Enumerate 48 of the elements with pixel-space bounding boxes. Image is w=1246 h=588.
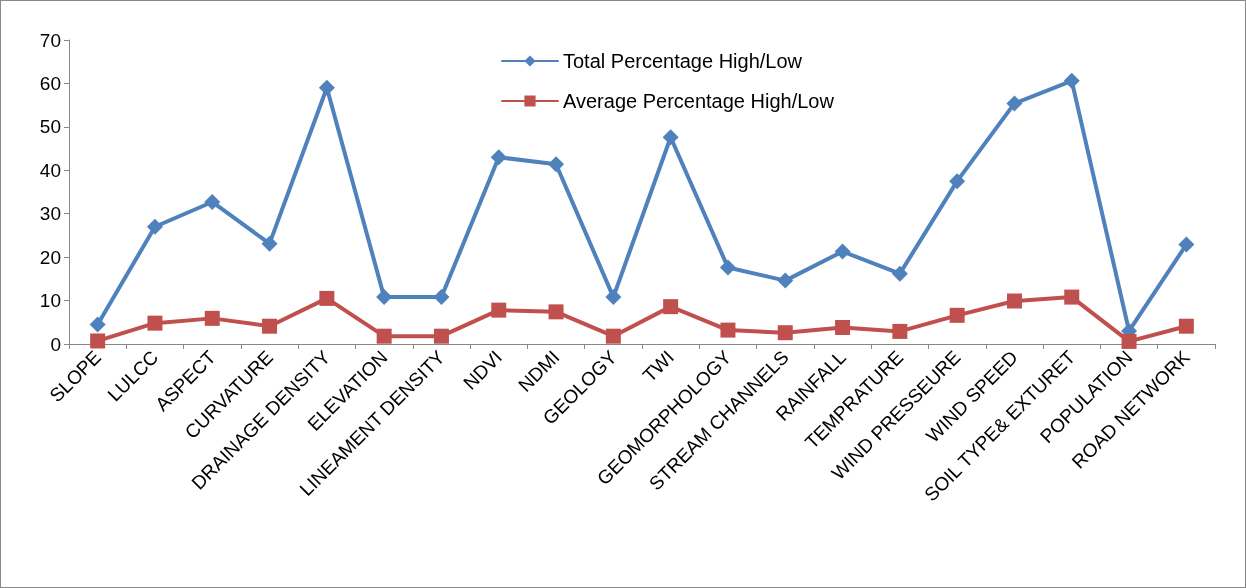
point bbox=[720, 322, 736, 338]
point bbox=[605, 289, 622, 306]
point bbox=[376, 328, 392, 344]
point bbox=[1063, 72, 1080, 89]
point bbox=[147, 315, 163, 331]
y-tick-label: 50 bbox=[39, 116, 61, 138]
point bbox=[490, 149, 507, 166]
point bbox=[261, 235, 278, 252]
point bbox=[835, 320, 851, 335]
legend-label: Total Percentage High/Low bbox=[563, 50, 803, 72]
legend-label: Average Percentage High/Low bbox=[563, 90, 835, 112]
y-tick-label: 60 bbox=[39, 72, 61, 94]
point bbox=[90, 333, 106, 349]
point bbox=[605, 328, 621, 344]
y-tick-label: 40 bbox=[39, 159, 61, 181]
point bbox=[548, 156, 565, 173]
point bbox=[949, 307, 965, 323]
point bbox=[318, 79, 335, 96]
point bbox=[1006, 293, 1022, 309]
point bbox=[891, 265, 908, 282]
y-tick-label: 10 bbox=[39, 290, 61, 312]
point bbox=[777, 272, 794, 289]
y-tick-label: 20 bbox=[39, 246, 61, 268]
y-tick-label: 30 bbox=[39, 203, 61, 225]
point bbox=[777, 325, 793, 341]
point bbox=[662, 129, 679, 146]
point bbox=[719, 259, 736, 276]
point bbox=[319, 290, 335, 306]
point bbox=[89, 316, 106, 333]
point bbox=[146, 218, 163, 235]
y-tick-label: 70 bbox=[39, 29, 61, 51]
y-tick-label: 0 bbox=[50, 333, 61, 355]
point bbox=[433, 289, 450, 306]
point bbox=[204, 193, 221, 210]
point bbox=[548, 304, 564, 320]
point bbox=[1178, 318, 1194, 334]
point bbox=[262, 318, 278, 334]
point bbox=[1121, 333, 1137, 349]
point bbox=[663, 299, 679, 315]
point bbox=[1006, 95, 1023, 112]
point bbox=[1064, 289, 1080, 305]
point bbox=[949, 173, 966, 190]
point bbox=[834, 243, 851, 260]
point bbox=[1178, 236, 1195, 253]
point bbox=[491, 302, 507, 318]
point bbox=[892, 323, 908, 339]
point bbox=[204, 310, 220, 326]
point bbox=[433, 328, 449, 344]
